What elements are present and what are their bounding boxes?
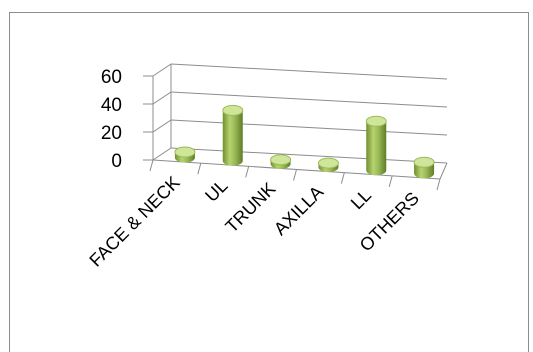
gridline	[170, 91, 448, 108]
bar-top	[222, 104, 244, 116]
bar	[317, 157, 339, 173]
category-label: TRUNK	[221, 179, 279, 237]
y-tick-label: 40	[101, 95, 122, 116]
category-label: UL	[201, 175, 231, 205]
bar	[222, 104, 244, 166]
y-tick-label: 60	[101, 67, 122, 88]
gridline	[170, 119, 448, 136]
bar-top	[174, 146, 196, 158]
y-tick-label: 20	[101, 123, 122, 144]
gridline	[170, 63, 448, 80]
category-label: AXILLA	[270, 182, 327, 239]
gridlines	[143, 63, 448, 191]
bar	[174, 146, 196, 163]
bar-top	[270, 154, 292, 166]
bar-top	[413, 156, 435, 168]
bar-body	[366, 121, 387, 176]
x-axis-categories: FACE & NECK UL TRUNK AXILLA LL OTHERS	[85, 172, 422, 270]
bar-body	[222, 110, 243, 166]
bar	[365, 115, 387, 176]
bar	[413, 156, 435, 179]
bar	[270, 154, 292, 169]
gridline	[170, 147, 448, 164]
cylinder-bar-chart: 0 20 40 60 FACE & NECK UL TRUNK AXILLA L…	[85, 63, 448, 271]
category-label: FACE & NECK	[85, 172, 183, 270]
bars	[174, 104, 435, 179]
bar-top	[365, 115, 387, 127]
y-axis-ticks: 0 20 40 60	[101, 67, 122, 172]
chart-frame	[9, 12, 529, 352]
bar-top	[317, 157, 339, 169]
category-label: LL	[347, 185, 375, 213]
y-tick-label: 0	[111, 151, 122, 172]
